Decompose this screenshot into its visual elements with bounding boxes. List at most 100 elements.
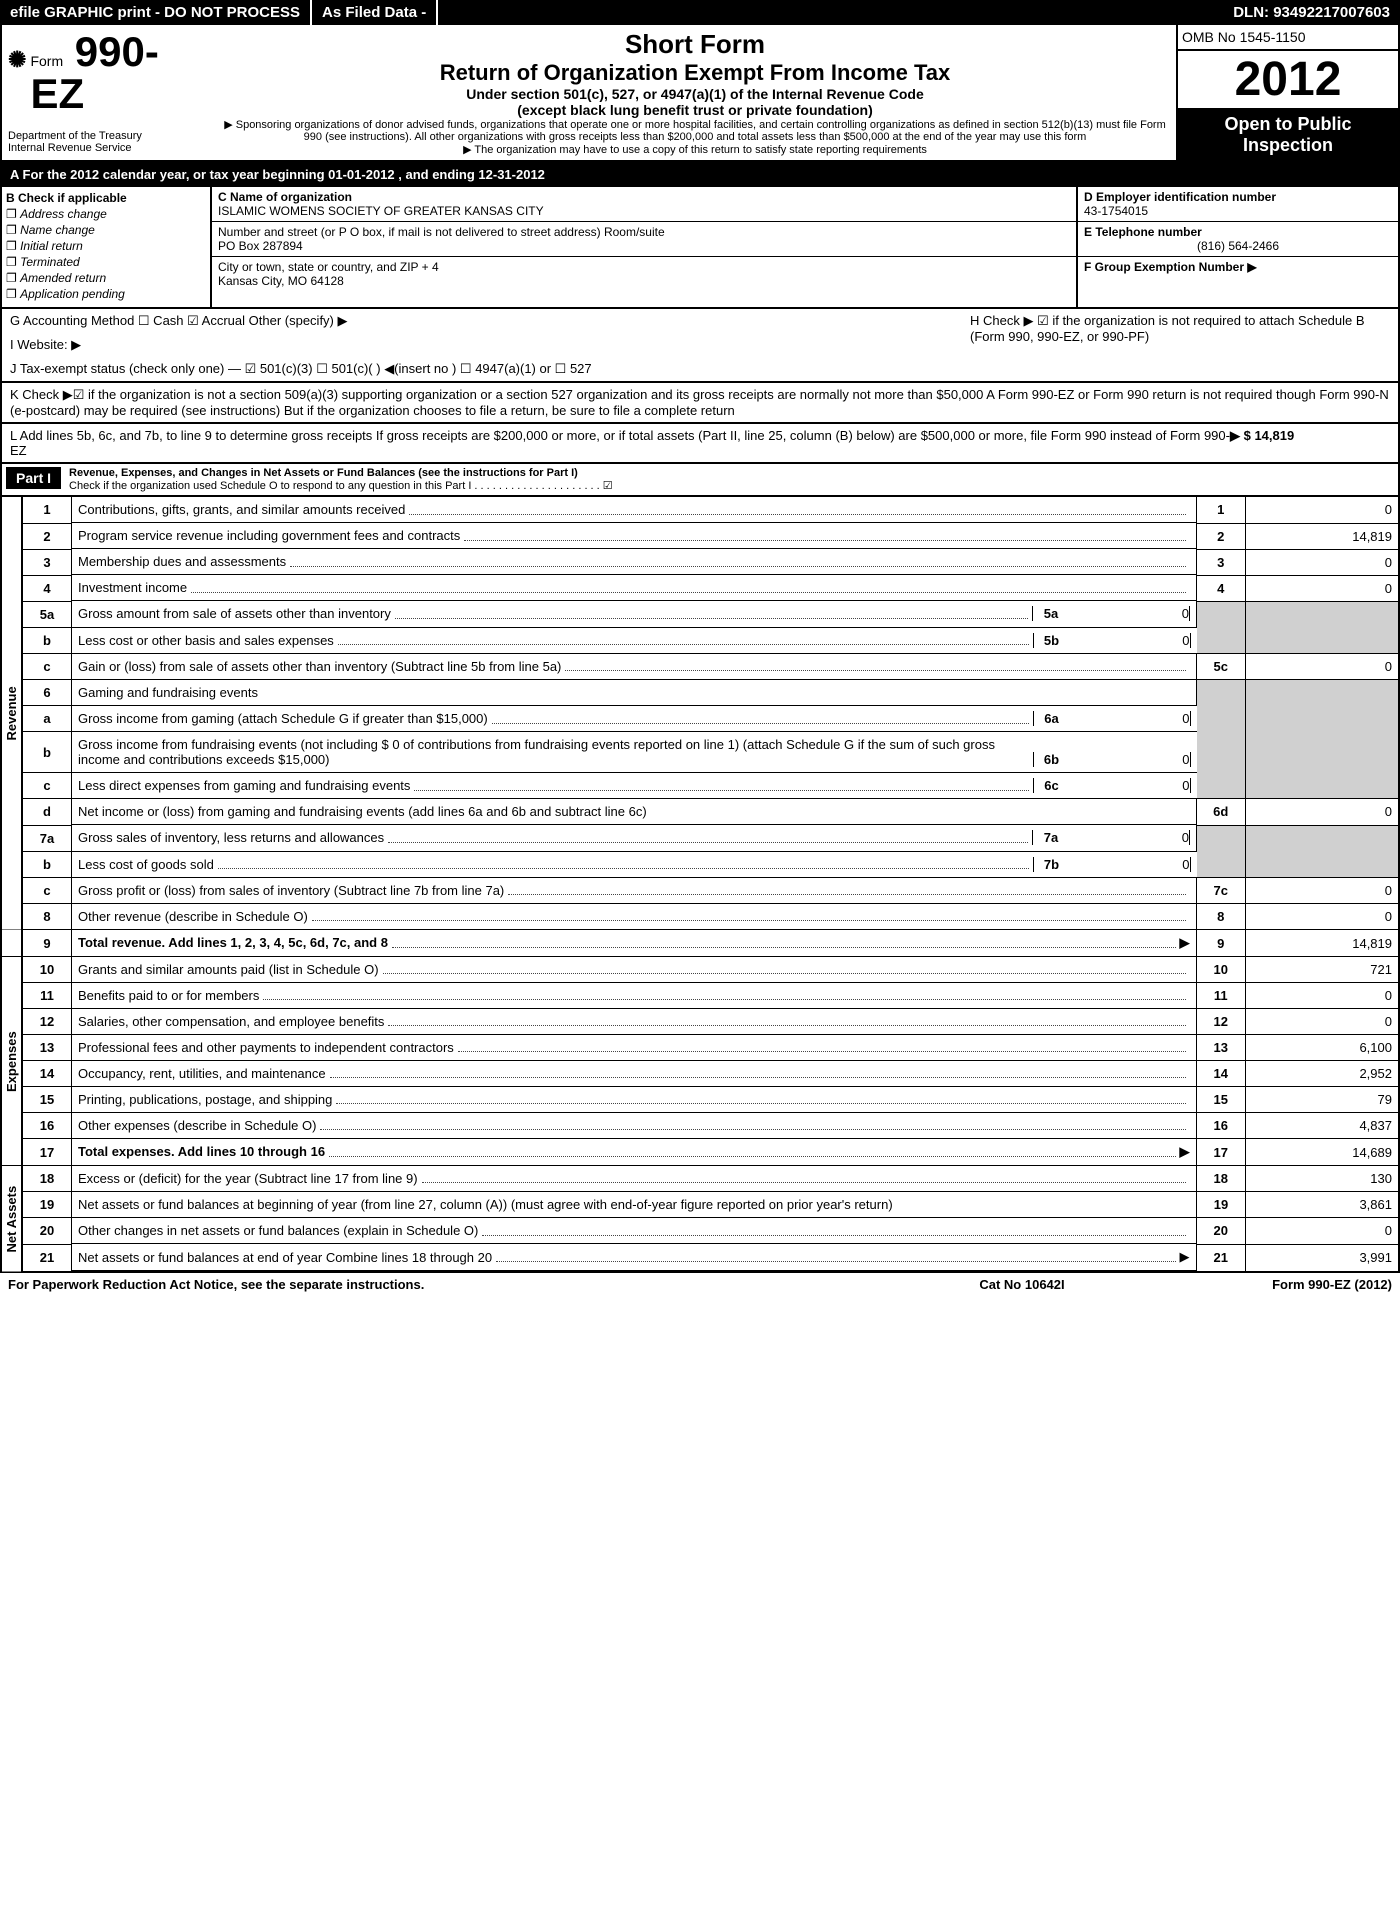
- cb-amended[interactable]: Amended return: [6, 271, 206, 285]
- l-text: L Add lines 5b, 6c, and 7b, to line 9 to…: [10, 428, 1230, 458]
- footer-right: Form 990-EZ (2012): [1172, 1277, 1392, 1292]
- satisfy-note: ▶ The organization may have to use a cop…: [218, 143, 1172, 156]
- open-public: Open to Public Inspection: [1178, 110, 1398, 160]
- top-bar: efile GRAPHIC print - DO NOT PROCESS As …: [0, 0, 1400, 25]
- ln-3: 3: [22, 549, 72, 575]
- desc-3: Membership dues and assessments: [78, 554, 286, 569]
- ln-9: 9: [22, 930, 72, 957]
- shade-5: [1197, 601, 1246, 653]
- ib-7a: 7a: [1032, 830, 1069, 845]
- section-a: A For the 2012 calendar year, or tax yea…: [0, 162, 1400, 187]
- desc-5c: Gain or (loss) from sale of assets other…: [78, 659, 561, 674]
- amt-10: 721: [1246, 957, 1400, 983]
- ln-20: 20: [22, 1218, 72, 1245]
- box-9: 9: [1197, 930, 1246, 957]
- desc-11: Benefits paid to or for members: [78, 988, 259, 1003]
- info-grid: B Check if applicable Address change Nam…: [0, 187, 1400, 309]
- box-1: 1: [1197, 497, 1246, 523]
- d-group: F Group Exemption Number ▶: [1084, 260, 1392, 274]
- desc-10: Grants and similar amounts paid (list in…: [78, 962, 379, 977]
- desc-21: Net assets or fund balances at end of ye…: [78, 1250, 492, 1265]
- ib-5a: 5a: [1032, 606, 1069, 621]
- return-title: Return of Organization Exempt From Incom…: [218, 60, 1172, 86]
- amt-2: 14,819: [1246, 523, 1400, 549]
- desc-15: Printing, publications, postage, and shi…: [78, 1092, 332, 1107]
- desc-7a: Gross sales of inventory, less returns a…: [78, 830, 384, 845]
- ib-6b: 6b: [1033, 752, 1070, 767]
- desc-4: Investment income: [78, 580, 187, 595]
- ia-6b: 0: [1070, 752, 1191, 767]
- desc-17: Total expenses. Add lines 10 through 16: [78, 1144, 325, 1159]
- box-6d: 6d: [1197, 799, 1246, 826]
- shade-7: [1197, 825, 1246, 877]
- amt-9: 14,819: [1246, 930, 1400, 957]
- footer-left: For Paperwork Reduction Act Notice, see …: [8, 1277, 872, 1292]
- omb-no: OMB No 1545-1150: [1178, 25, 1398, 51]
- box-17: 17: [1197, 1139, 1246, 1166]
- tax-year: 2012: [1178, 51, 1398, 110]
- irs-icon: ✺: [8, 49, 26, 71]
- ln-8: 8: [22, 904, 72, 930]
- cb-name[interactable]: Name change: [6, 223, 206, 237]
- shade-5b: [1246, 601, 1400, 653]
- box-8: 8: [1197, 904, 1246, 930]
- box-13: 13: [1197, 1035, 1246, 1061]
- ia-7b: 0: [1070, 857, 1191, 872]
- desc-16: Other expenses (describe in Schedule O): [78, 1118, 316, 1133]
- ln-5b: b: [22, 627, 72, 653]
- cb-address[interactable]: Address change: [6, 207, 206, 221]
- ln-5c: c: [22, 653, 72, 680]
- box-5c: 5c: [1197, 653, 1246, 680]
- box-4: 4: [1197, 575, 1246, 601]
- footer: For Paperwork Reduction Act Notice, see …: [0, 1273, 1400, 1296]
- c-street-label: Number and street (or P O box, if mail i…: [218, 225, 1070, 239]
- ln-6a: a: [22, 706, 72, 732]
- cb-pending[interactable]: Application pending: [6, 287, 206, 301]
- d-tel: (816) 564-2466: [1084, 239, 1392, 253]
- cb-initial[interactable]: Initial return: [6, 239, 206, 253]
- d-ein: 43-1754015: [1084, 204, 1392, 218]
- box-19: 19: [1197, 1192, 1246, 1218]
- desc-5b: Less cost or other basis and sales expen…: [78, 633, 334, 648]
- org-city: Kansas City, MO 64128: [218, 274, 1070, 288]
- dln-label: DLN: 93492217007603: [1223, 0, 1400, 25]
- col-b: B Check if applicable Address change Nam…: [2, 187, 212, 307]
- col-d: D Employer identification number 43-1754…: [1076, 187, 1398, 307]
- ln-5a: 5a: [22, 601, 72, 627]
- title-cell: Short Form Return of Organization Exempt…: [214, 25, 1176, 160]
- box-15: 15: [1197, 1087, 1246, 1113]
- l-amount: ▶ $ 14,819: [1230, 428, 1390, 458]
- part-i-label: Part I: [6, 467, 61, 489]
- header-row: ✺ Form 990-EZ Department of the Treasury…: [0, 25, 1400, 162]
- c-name-label: C Name of organization: [218, 190, 1070, 204]
- cb-terminated[interactable]: Terminated: [6, 255, 206, 269]
- amt-12: 0: [1246, 1009, 1400, 1035]
- desc-13: Professional fees and other payments to …: [78, 1040, 454, 1055]
- box-16: 16: [1197, 1113, 1246, 1139]
- right-cell: OMB No 1545-1150 2012 Open to Public Ins…: [1176, 25, 1398, 160]
- dept-irs: Internal Revenue Service: [8, 142, 208, 154]
- amt-15: 79: [1246, 1087, 1400, 1113]
- side-netassets: Net Assets: [1, 1166, 22, 1273]
- amt-14: 2,952: [1246, 1061, 1400, 1087]
- ib-6a: 6a: [1033, 711, 1070, 726]
- j-status: J Tax-exempt status (check only one) — ☑…: [10, 361, 970, 377]
- desc-20: Other changes in net assets or fund bala…: [78, 1223, 478, 1238]
- ln-2: 2: [22, 523, 72, 549]
- d-ein-label: D Employer identification number: [1084, 190, 1392, 204]
- ln-7a: 7a: [22, 825, 72, 851]
- d-tel-label: E Telephone number: [1084, 225, 1392, 239]
- box-10: 10: [1197, 957, 1246, 983]
- amt-18: 130: [1246, 1166, 1400, 1192]
- form-990ez-text: 990-EZ: [30, 28, 158, 117]
- ln-6b: b: [22, 732, 72, 773]
- desc-12: Salaries, other compensation, and employ…: [78, 1014, 384, 1029]
- desc-5a: Gross amount from sale of assets other t…: [78, 606, 391, 621]
- ia-7a: 0: [1069, 830, 1190, 845]
- footer-mid: Cat No 10642I: [872, 1277, 1172, 1292]
- desc-18: Excess or (deficit) for the year (Subtra…: [78, 1171, 418, 1186]
- ia-5a: 0: [1069, 606, 1190, 621]
- ln-16: 16: [22, 1113, 72, 1139]
- ln-17: 17: [22, 1139, 72, 1166]
- amt-11: 0: [1246, 983, 1400, 1009]
